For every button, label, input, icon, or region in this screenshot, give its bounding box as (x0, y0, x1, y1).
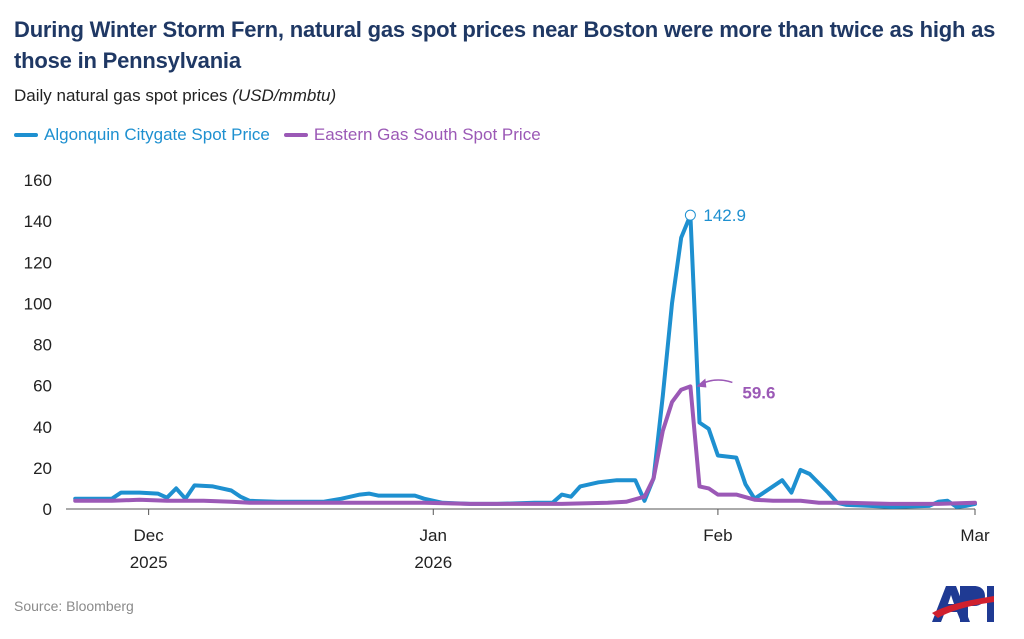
x-tick-label: Feb (703, 526, 732, 545)
x-tick-label: Mar (960, 526, 990, 545)
subtitle-unit: (USD/mmbtu) (232, 86, 337, 105)
y-tick-label: 40 (33, 418, 52, 437)
source-note: Source: Bloomberg (14, 598, 134, 614)
series-line-algonquin (73, 213, 977, 509)
y-tick-label: 100 (24, 294, 52, 313)
y-tick-label: 60 (33, 377, 52, 396)
api-logo (932, 586, 994, 622)
legend-swatch-eastern (283, 133, 308, 137)
chart-subtitle: Daily natural gas spot prices (USD/mmbtu… (14, 86, 336, 106)
y-tick-label: 160 (24, 171, 52, 190)
legend-label-algonquin: Algonquin Citygate Spot Price (44, 125, 270, 144)
y-tick-label: 120 (24, 253, 52, 272)
legend-item-algonquin: Algonquin Citygate Spot Price (14, 125, 270, 145)
data-label-algonquin-peak: 142.9 (703, 206, 746, 225)
x-tick-label: Dec (134, 526, 165, 545)
series-line-eastern (73, 384, 977, 506)
x-tick-label-year: 2026 (414, 553, 452, 572)
x-tick-label-year: 2025 (130, 553, 168, 572)
y-tick-label: 0 (43, 500, 52, 519)
y-tick-label: 80 (33, 336, 52, 355)
legend-swatch-algonquin (14, 133, 38, 137)
data-label-eastern-peak: 59.6 (742, 383, 775, 402)
peak-marker-algonquin (684, 209, 696, 221)
legend-label-eastern: Eastern Gas South Spot Price (313, 125, 541, 144)
chart-title: During Winter Storm Fern, natural gas sp… (14, 17, 996, 73)
y-tick-label: 20 (33, 459, 52, 478)
x-tick-label: Jan (420, 526, 447, 545)
annotation-arrowhead-eastern (696, 378, 707, 388)
y-tick-label: 140 (24, 212, 52, 231)
line-chart: 0 20 40 60 80 100 120 140 160 Dec 2025 Jan 2026 Feb Ma… (24, 171, 990, 572)
subtitle-text: Daily natural gas spot prices (14, 86, 228, 105)
legend-item-eastern: Eastern Gas South Spot Price (283, 125, 541, 145)
chart-legend: Algonquin Citygate Spot Price Eastern Ga… (14, 125, 541, 145)
